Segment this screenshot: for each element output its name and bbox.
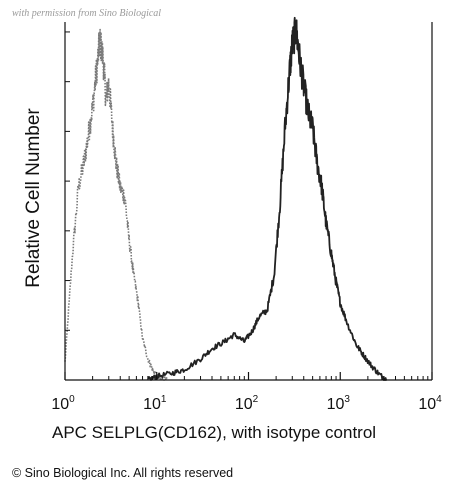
x-axis-label: APC SELPLG(CD162), with isotype control (52, 423, 377, 442)
x-tick-label: 101 (143, 394, 167, 413)
x-tick-label: 102 (235, 394, 259, 413)
x-tick-labels: 100 101 102 103 104 (51, 394, 442, 413)
y-axis-label: Relative Cell Number (23, 108, 44, 288)
isotype-control-curve (64, 28, 168, 381)
x-tick-label: 104 (418, 394, 442, 413)
watermark-text: with permission from Sino Biological (12, 8, 162, 19)
x-tick-label: 100 (51, 394, 75, 413)
selplg-stain-curve (147, 16, 387, 381)
copyright-text: © Sino Biological Inc. All rights reserv… (12, 466, 234, 480)
histogram-curves (64, 16, 387, 381)
axes (64, 22, 433, 381)
x-tick-label: 103 (327, 394, 351, 413)
